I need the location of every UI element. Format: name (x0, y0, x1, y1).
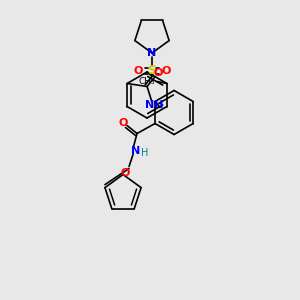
Text: CH₃: CH₃ (139, 77, 155, 86)
Text: O: O (161, 66, 171, 76)
Text: NH: NH (145, 100, 163, 110)
Text: S: S (148, 64, 157, 77)
Text: O: O (133, 66, 143, 76)
Text: O: O (120, 167, 130, 178)
Text: O: O (118, 118, 128, 128)
Text: N: N (131, 146, 141, 155)
Text: O: O (153, 68, 163, 79)
Text: H: H (141, 148, 149, 158)
Text: N: N (147, 48, 157, 58)
